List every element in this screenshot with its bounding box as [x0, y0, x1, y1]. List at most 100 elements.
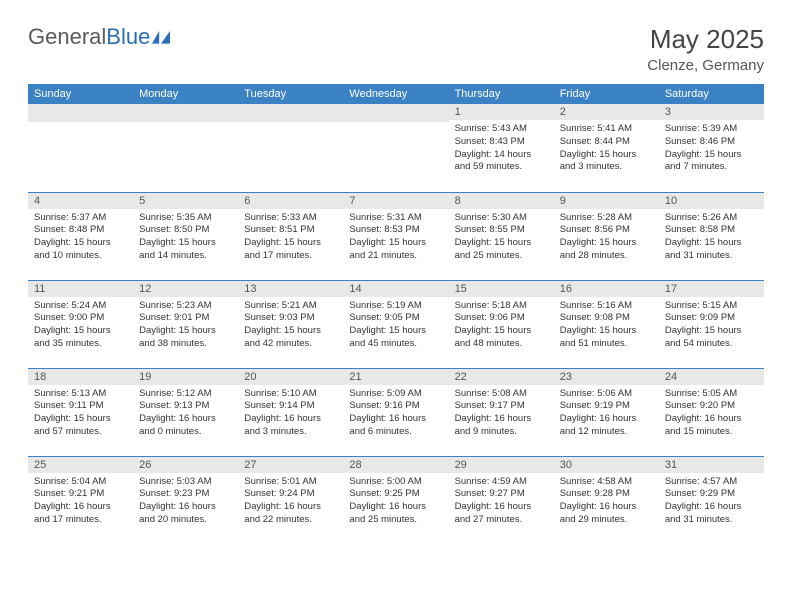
day-number: 21 [343, 369, 448, 385]
daylight-text: Daylight: 16 hours and 27 minutes. [455, 501, 548, 527]
sunrise-text: Sunrise: 5:31 AM [349, 212, 442, 225]
sunset-text: Sunset: 9:29 PM [665, 488, 758, 501]
day-details: Sunrise: 5:41 AMSunset: 8:44 PMDaylight:… [554, 120, 659, 177]
calendar-day-cell: 11Sunrise: 5:24 AMSunset: 9:00 PMDayligh… [28, 280, 133, 368]
sunset-text: Sunset: 8:55 PM [455, 224, 548, 237]
sunset-text: Sunset: 9:09 PM [665, 312, 758, 325]
sunrise-text: Sunrise: 5:33 AM [244, 212, 337, 225]
day-details: Sunrise: 5:24 AMSunset: 9:00 PMDaylight:… [28, 297, 133, 354]
day-details: Sunrise: 5:16 AMSunset: 9:08 PMDaylight:… [554, 297, 659, 354]
sunset-text: Sunset: 9:14 PM [244, 400, 337, 413]
daylight-text: Daylight: 15 hours and 38 minutes. [139, 325, 232, 351]
daylight-text: Daylight: 16 hours and 6 minutes. [349, 413, 442, 439]
sunset-text: Sunset: 8:46 PM [665, 136, 758, 149]
sunset-text: Sunset: 8:50 PM [139, 224, 232, 237]
calendar-week-row: 18Sunrise: 5:13 AMSunset: 9:11 PMDayligh… [28, 368, 764, 456]
calendar-day-cell: 30Sunrise: 4:58 AMSunset: 9:28 PMDayligh… [554, 456, 659, 544]
day-details: Sunrise: 5:01 AMSunset: 9:24 PMDaylight:… [238, 473, 343, 530]
calendar-day-cell: 26Sunrise: 5:03 AMSunset: 9:23 PMDayligh… [133, 456, 238, 544]
day-number [343, 104, 448, 122]
day-details: Sunrise: 5:03 AMSunset: 9:23 PMDaylight:… [133, 473, 238, 530]
daylight-text: Daylight: 15 hours and 28 minutes. [560, 237, 653, 263]
day-number: 20 [238, 369, 343, 385]
sunrise-text: Sunrise: 5:16 AM [560, 300, 653, 313]
daylight-text: Daylight: 15 hours and 14 minutes. [139, 237, 232, 263]
daylight-text: Daylight: 15 hours and 31 minutes. [665, 237, 758, 263]
day-number: 30 [554, 457, 659, 473]
calendar-day-cell: 31Sunrise: 4:57 AMSunset: 9:29 PMDayligh… [659, 456, 764, 544]
calendar-week-row: 1Sunrise: 5:43 AMSunset: 8:43 PMDaylight… [28, 104, 764, 192]
sunrise-text: Sunrise: 4:57 AM [665, 476, 758, 489]
day-number [238, 104, 343, 122]
day-details: Sunrise: 5:00 AMSunset: 9:25 PMDaylight:… [343, 473, 448, 530]
sunset-text: Sunset: 9:21 PM [34, 488, 127, 501]
daylight-text: Daylight: 16 hours and 22 minutes. [244, 501, 337, 527]
calendar-day-cell [28, 104, 133, 192]
daylight-text: Daylight: 15 hours and 54 minutes. [665, 325, 758, 351]
sunrise-text: Sunrise: 5:18 AM [455, 300, 548, 313]
day-details: Sunrise: 5:30 AMSunset: 8:55 PMDaylight:… [449, 209, 554, 266]
daylight-text: Daylight: 16 hours and 9 minutes. [455, 413, 548, 439]
day-details: Sunrise: 5:35 AMSunset: 8:50 PMDaylight:… [133, 209, 238, 266]
calendar-head: SundayMondayTuesdayWednesdayThursdayFrid… [28, 84, 764, 104]
day-number: 24 [659, 369, 764, 385]
day-details: Sunrise: 5:09 AMSunset: 9:16 PMDaylight:… [343, 385, 448, 442]
day-details: Sunrise: 5:43 AMSunset: 8:43 PMDaylight:… [449, 120, 554, 177]
calendar-day-cell: 15Sunrise: 5:18 AMSunset: 9:06 PMDayligh… [449, 280, 554, 368]
day-number: 5 [133, 193, 238, 209]
sunset-text: Sunset: 8:58 PM [665, 224, 758, 237]
day-number: 15 [449, 281, 554, 297]
calendar-day-cell: 8Sunrise: 5:30 AMSunset: 8:55 PMDaylight… [449, 192, 554, 280]
day-header: Tuesday [238, 84, 343, 104]
day-number: 23 [554, 369, 659, 385]
calendar-day-cell: 21Sunrise: 5:09 AMSunset: 9:16 PMDayligh… [343, 368, 448, 456]
sunrise-text: Sunrise: 5:05 AM [665, 388, 758, 401]
sunset-text: Sunset: 8:53 PM [349, 224, 442, 237]
sunrise-text: Sunrise: 5:35 AM [139, 212, 232, 225]
day-number: 18 [28, 369, 133, 385]
calendar-day-cell: 2Sunrise: 5:41 AMSunset: 8:44 PMDaylight… [554, 104, 659, 192]
sunset-text: Sunset: 9:13 PM [139, 400, 232, 413]
sunrise-text: Sunrise: 5:41 AM [560, 123, 653, 136]
daylight-text: Daylight: 14 hours and 59 minutes. [455, 149, 548, 175]
daylight-text: Daylight: 16 hours and 17 minutes. [34, 501, 127, 527]
calendar-day-cell: 13Sunrise: 5:21 AMSunset: 9:03 PMDayligh… [238, 280, 343, 368]
calendar-day-cell: 14Sunrise: 5:19 AMSunset: 9:05 PMDayligh… [343, 280, 448, 368]
day-details: Sunrise: 5:26 AMSunset: 8:58 PMDaylight:… [659, 209, 764, 266]
daylight-text: Daylight: 15 hours and 3 minutes. [560, 149, 653, 175]
day-number: 3 [659, 104, 764, 120]
sunset-text: Sunset: 9:23 PM [139, 488, 232, 501]
sunset-text: Sunset: 9:24 PM [244, 488, 337, 501]
daylight-text: Daylight: 15 hours and 7 minutes. [665, 149, 758, 175]
sunrise-text: Sunrise: 5:09 AM [349, 388, 442, 401]
day-details: Sunrise: 4:58 AMSunset: 9:28 PMDaylight:… [554, 473, 659, 530]
calendar-day-cell: 10Sunrise: 5:26 AMSunset: 8:58 PMDayligh… [659, 192, 764, 280]
day-header: Monday [133, 84, 238, 104]
sunset-text: Sunset: 8:51 PM [244, 224, 337, 237]
day-details: Sunrise: 5:18 AMSunset: 9:06 PMDaylight:… [449, 297, 554, 354]
sunset-text: Sunset: 8:56 PM [560, 224, 653, 237]
calendar-day-cell: 19Sunrise: 5:12 AMSunset: 9:13 PMDayligh… [133, 368, 238, 456]
logo-text-blue: Blue [106, 24, 150, 50]
calendar-day-cell: 16Sunrise: 5:16 AMSunset: 9:08 PMDayligh… [554, 280, 659, 368]
sunrise-text: Sunrise: 5:24 AM [34, 300, 127, 313]
day-header: Saturday [659, 84, 764, 104]
day-details: Sunrise: 4:57 AMSunset: 9:29 PMDaylight:… [659, 473, 764, 530]
day-number [28, 104, 133, 122]
day-number: 2 [554, 104, 659, 120]
daylight-text: Daylight: 16 hours and 15 minutes. [665, 413, 758, 439]
day-number: 1 [449, 104, 554, 120]
calendar-day-cell: 20Sunrise: 5:10 AMSunset: 9:14 PMDayligh… [238, 368, 343, 456]
calendar-day-cell: 25Sunrise: 5:04 AMSunset: 9:21 PMDayligh… [28, 456, 133, 544]
sunrise-text: Sunrise: 5:06 AM [560, 388, 653, 401]
calendar-day-cell: 27Sunrise: 5:01 AMSunset: 9:24 PMDayligh… [238, 456, 343, 544]
sunrise-text: Sunrise: 5:10 AM [244, 388, 337, 401]
location-label: Clenze, Germany [647, 57, 764, 74]
title-block: May 2025 Clenze, Germany [647, 24, 764, 74]
sunrise-text: Sunrise: 4:59 AM [455, 476, 548, 489]
sunset-text: Sunset: 8:48 PM [34, 224, 127, 237]
sunrise-text: Sunrise: 4:58 AM [560, 476, 653, 489]
calendar-table: SundayMondayTuesdayWednesdayThursdayFrid… [28, 84, 764, 544]
calendar-day-cell [133, 104, 238, 192]
daylight-text: Daylight: 15 hours and 48 minutes. [455, 325, 548, 351]
